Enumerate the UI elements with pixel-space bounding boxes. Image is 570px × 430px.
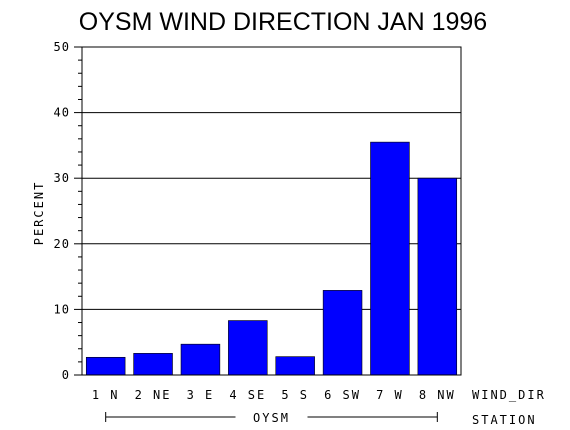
- x-tick-label: 6 SW: [324, 388, 361, 402]
- x-tick-label: 1 N: [92, 388, 120, 402]
- plot-frame: [81, 46, 462, 376]
- bar: [322, 290, 363, 376]
- x-tick-label: 3 E: [187, 388, 215, 402]
- y-tick-label: 30: [54, 171, 70, 185]
- group-label: OYSM: [253, 411, 290, 425]
- y-tick-label: 10: [54, 302, 70, 316]
- x-tick-label: 2 NE: [135, 388, 172, 402]
- y-tick-label: 20: [54, 237, 70, 251]
- station-axis-label: STATION: [472, 413, 537, 427]
- y-tick-label: 40: [54, 106, 70, 120]
- bar: [275, 356, 315, 376]
- y-tick-label: 50: [54, 40, 70, 54]
- bar: [417, 177, 458, 376]
- x-tick-label: 5 S: [281, 388, 309, 402]
- bar: [85, 356, 126, 376]
- bar: [228, 320, 268, 376]
- x-tick-label: 4 SE: [229, 388, 266, 402]
- y-axis-label: PERCENT: [32, 181, 46, 246]
- x-axis-label: WIND_DIR: [472, 388, 546, 402]
- bar: [180, 343, 221, 376]
- x-tick-label: 8 NW: [419, 388, 456, 402]
- chart-title: OYSM WIND DIRECTION JAN 1996: [79, 8, 487, 36]
- bar: [370, 141, 410, 376]
- bar: [133, 353, 173, 376]
- x-tick-label: 7 W: [376, 388, 404, 402]
- y-tick-label: 0: [62, 368, 70, 382]
